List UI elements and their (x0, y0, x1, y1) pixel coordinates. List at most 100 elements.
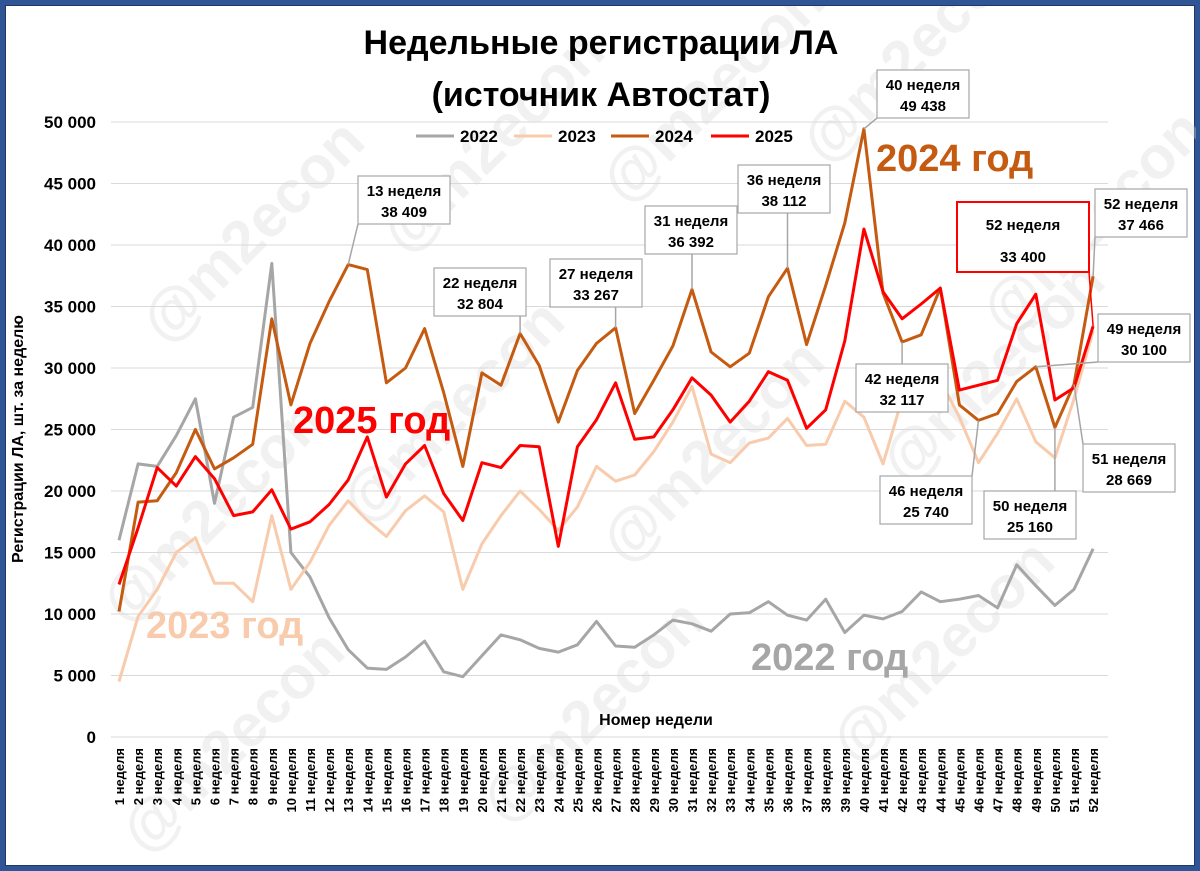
x-tick-label: 21 неделя (494, 748, 509, 812)
x-tick-label: 26 неделя (590, 748, 605, 812)
x-tick-label: 13 неделя (341, 748, 356, 812)
callout-box (549, 258, 643, 308)
callout-value: 38 112 (761, 193, 806, 210)
x-tick-label: 39 неделя (838, 748, 853, 812)
y-tick-label: 50 000 (44, 113, 96, 132)
x-tick-label: 44 неделя (933, 748, 948, 812)
x-tick-label: 51 неделя (1067, 748, 1082, 812)
x-tick-label: 45 неделя (952, 748, 967, 812)
x-tick-label: 42 неделя (895, 748, 910, 812)
x-tick-label: 35 неделя (761, 748, 776, 812)
x-tick-label: 20 неделя (475, 748, 490, 812)
series-line-2024 (117, 127, 1095, 612)
x-tick-label: 33 неделя (723, 748, 738, 812)
y-tick-label: 40 000 (44, 236, 96, 255)
chart-frame: @m2econ @m2econ @m2econ @m2econ @m2econ @m2ec… (5, 5, 1196, 866)
callout-week: 51 неделя (1092, 451, 1166, 468)
callout-week: 31 неделя (654, 213, 728, 230)
x-tick-label: 5 неделя (188, 748, 203, 805)
x-tick-label: 6 неделя (208, 748, 223, 805)
series-line-2022 (117, 261, 1095, 679)
y-tick-label: 45 000 (44, 175, 96, 194)
y-tick-label: 15 000 (44, 544, 96, 563)
x-tick-label: 37 неделя (800, 748, 815, 812)
y-tick-label: 30 000 (44, 359, 96, 378)
y-tick-label: 0 (87, 728, 96, 747)
callout-pointer (1035, 361, 1099, 368)
year-label-2024: 2024 год (876, 138, 1033, 180)
callout-week: 13 неделя (367, 183, 441, 200)
callout-value: 38 409 (381, 204, 427, 221)
callout-week: 40 неделя (886, 77, 960, 94)
series-line-2025 (117, 227, 1095, 585)
x-tick-label: 30 неделя (666, 748, 681, 812)
x-tick-label: 22 неделя (513, 748, 528, 812)
x-tick-label: 24 неделя (551, 748, 566, 812)
chart-title-line1: Недельные регистрации ЛА (364, 24, 839, 62)
callout-value: 28 669 (1106, 472, 1152, 489)
y-tick-label: 10 000 (44, 605, 96, 624)
x-tick-label: 12 неделя (322, 748, 337, 812)
x-tick-label: 17 неделя (418, 748, 433, 812)
callout-box (983, 490, 1077, 540)
callout-box (879, 475, 973, 525)
callout-box (1082, 443, 1176, 493)
callout-week: 49 неделя (1107, 321, 1181, 338)
callout-pointer (347, 223, 359, 265)
x-tick-label: 15 неделя (379, 748, 394, 812)
x-tick-label: 47 неделя (991, 748, 1006, 812)
legend-label-2024: 2024 (655, 127, 693, 146)
y-axis-label: Регистрации ЛА, шт. за неделю (10, 315, 27, 563)
callout-value: 25 160 (1007, 519, 1053, 536)
x-tick-label: 43 неделя (914, 748, 929, 812)
x-tick-label: 23 неделя (532, 748, 547, 812)
y-tick-label: 20 000 (44, 482, 96, 501)
series-lines (117, 127, 1095, 683)
x-tick-label: 9 неделя (265, 748, 280, 805)
x-tick-label: 36 неделя (781, 748, 796, 812)
x-tick-label: 41 неделя (876, 748, 891, 812)
callout-value: 36 392 (668, 234, 714, 251)
x-tick-label: 7 неделя (227, 748, 242, 805)
y-tick-label: 35 000 (44, 298, 96, 317)
line-chart: @m2econ@m2econ@m2econ@m2econ@m2econ @m2ec… (10, 6, 1196, 865)
callout-pointer (863, 117, 878, 130)
x-tick-label: 4 неделя (169, 748, 184, 805)
callout-week: 36 неделя (747, 172, 821, 189)
chart-title-line2: (источник Автостат) (432, 76, 771, 114)
callout-week: 22 неделя (443, 275, 517, 292)
watermark-text: @m2econ (588, 326, 837, 575)
y-tick-label: 25 000 (44, 421, 96, 440)
callout-box (433, 267, 527, 317)
x-tick-label: 32 неделя (704, 748, 719, 812)
callout-box (737, 164, 831, 214)
callout-value: 32 117 (879, 392, 924, 409)
x-axis-label: Номер недели (599, 712, 713, 729)
callout-box (357, 175, 451, 225)
y-tick-label: 5 000 (53, 667, 96, 686)
x-tick-label: 3 неделя (150, 748, 165, 805)
callout-value: 32 804 (457, 296, 504, 313)
x-tick-label: 2 неделя (131, 748, 146, 805)
callout-box (1094, 188, 1188, 238)
callout-week: 46 неделя (889, 483, 963, 500)
callout-box (1097, 313, 1191, 363)
x-tick-label: 52 неделя (1086, 748, 1101, 812)
callouts: 13 неделя 38 409 22 неделя 32 804 27 неделя 3… (347, 69, 1191, 540)
x-tick-label: 11 неделя (303, 748, 318, 812)
year-label-2025: 2025 год (293, 400, 450, 442)
x-tick-label: 25 неделя (570, 748, 585, 812)
x-tick-label: 14 неделя (360, 748, 375, 812)
callout-value: 25 740 (903, 504, 949, 521)
x-tick-label: 40 неделя (857, 748, 872, 812)
callout-pointer (971, 420, 980, 477)
x-tick-label: 46 неделя (972, 748, 987, 812)
callout-value: 33 400 (1000, 249, 1046, 266)
watermark-text: @m2econ (108, 616, 357, 865)
year-labels: 2024 год 2025 год 2023 год 2022 год (146, 138, 1033, 679)
callout-week: 50 неделя (993, 498, 1067, 515)
callout-value: 30 100 (1121, 342, 1167, 359)
callout-week: 52 неделя (1104, 196, 1178, 213)
legend-label-2025: 2025 (755, 127, 793, 146)
y-axis-ticks: 0 5 000 10 000 15 000 20 000 25 000 30 000 35 0… (44, 113, 96, 747)
